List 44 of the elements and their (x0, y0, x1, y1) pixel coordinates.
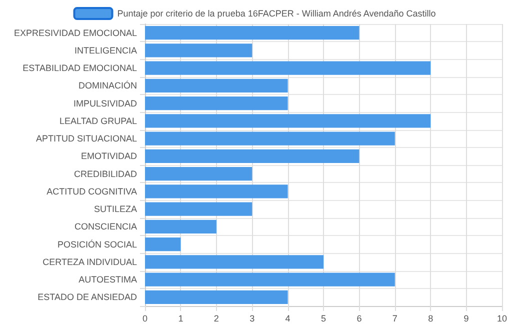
y-tick-label: CERTEZA INDIVIDUAL (42, 256, 137, 267)
bar (145, 96, 288, 110)
x-tick-label: 8 (428, 314, 434, 324)
x-tick-label: 10 (496, 314, 507, 324)
bar (145, 255, 324, 269)
y-tick-label: POSICIÓN SOCIAL (57, 239, 137, 250)
x-tick-label: 3 (250, 314, 255, 324)
bar (145, 149, 360, 164)
y-tick-label: SUTILEZA (94, 204, 137, 214)
y-tick-label: AUTOESTIMA (78, 274, 137, 285)
x-tick-label: 2 (214, 314, 219, 324)
bar (145, 237, 181, 252)
y-tick-label: EXPRESIVIDAD EMOCIONAL (14, 28, 137, 38)
bar (145, 166, 252, 181)
legend-label: Puntaje por criterio de la prueba 16FACPER - William Andrés Avendaño Castillo (117, 8, 436, 18)
bar (145, 220, 216, 234)
bar (145, 44, 252, 58)
y-tick-label: ESTADO DE ANSIEDAD (38, 292, 138, 302)
x-tick-label: 6 (356, 314, 362, 324)
x-tick-label: 7 (392, 314, 398, 324)
y-tick-label: ESTABILIDAD EMOCIONAL (22, 63, 137, 74)
y-tick-label: APTITUD SITUACIONAL (36, 134, 137, 144)
y-tick-label: INTELIGENCIA (74, 45, 137, 56)
bar (145, 78, 288, 93)
y-tick-label: CONSCIENCIA (74, 222, 137, 232)
bar (145, 202, 252, 216)
bar (145, 26, 360, 40)
y-tick-label: DOMINACIÓN (78, 80, 137, 91)
bar (145, 61, 431, 75)
bar (145, 290, 288, 304)
x-tick-label: 4 (285, 314, 290, 324)
x-tick-label: 1 (178, 314, 184, 324)
bar (145, 272, 395, 286)
bar (145, 114, 431, 128)
x-tick-label: 5 (320, 314, 326, 324)
y-tick-label: EMOTIVIDAD (80, 151, 138, 162)
x-tick-label: 0 (142, 314, 148, 324)
x-tick-label: 9 (464, 314, 469, 324)
y-tick-label: IMPULSIVIDAD (73, 98, 138, 108)
bar (145, 184, 288, 198)
bar (145, 132, 395, 146)
y-tick-label: CREDIBILIDAD (74, 168, 138, 179)
y-tick-label: ACTITUD COGNITIVA (46, 186, 137, 196)
y-tick-label: LEALTAD GRUPAL (59, 116, 137, 126)
